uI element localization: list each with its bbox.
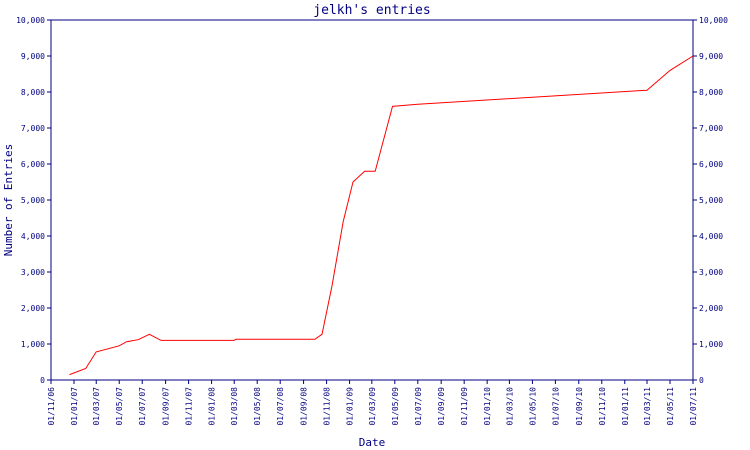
y-tick-label-right: 5,000 xyxy=(699,196,723,205)
y-axis-label: Number of Entries xyxy=(2,144,15,257)
y-tick-label-right: 3,000 xyxy=(699,268,723,277)
y-tick-label-left: 0 xyxy=(40,376,45,385)
y-axis-right: 0 1,000 2,000 3,000 4,000 5,000 6,000 7,000 8,00… xyxy=(693,16,728,385)
x-tick-label: 01/03/10 xyxy=(505,387,514,426)
y-tick-label-right: 0 xyxy=(699,376,704,385)
x-tick-label: 01/09/09 xyxy=(437,387,446,426)
x-tick-label: 01/07/08 xyxy=(276,387,285,426)
x-tick-label: 01/03/07 xyxy=(92,387,101,426)
x-tick-label: 01/05/07 xyxy=(115,387,124,426)
x-tick-label: 01/11/09 xyxy=(460,387,469,426)
x-tick-label: 01/03/08 xyxy=(230,387,239,426)
y-tick-label-left: 4,000 xyxy=(21,232,45,241)
y-tick-label-left: 6,000 xyxy=(21,160,45,169)
y-axis-left: 0 1,000 2,000 3,000 4,000 5,000 6,000 7,000 8,00… xyxy=(16,16,51,385)
y-tick-label-right: 4,000 xyxy=(699,232,723,241)
y-tick-label-right: 9,000 xyxy=(699,52,723,61)
y-tick-label-left: 3,000 xyxy=(21,268,45,277)
x-tick-label: 01/05/11 xyxy=(666,387,675,426)
x-tick-label: 01/11/06 xyxy=(47,387,56,426)
y-tick-label-left: 9,000 xyxy=(21,52,45,61)
x-tick-label: 01/01/11 xyxy=(621,387,630,426)
x-axis: 01/11/06 01/01/07 01/03/07 01/05/07 01/07/07… xyxy=(47,380,698,426)
x-tick-label: 01/07/09 xyxy=(414,387,423,426)
y-tick-label-left: 7,000 xyxy=(21,124,45,133)
x-tick-label: 01/11/07 xyxy=(185,387,194,426)
x-tick-label: 01/11/10 xyxy=(598,387,607,426)
x-tick-label: 01/05/10 xyxy=(528,387,537,426)
y-tick-label-right: 10,000 xyxy=(699,16,728,25)
x-tick-label: 01/03/09 xyxy=(368,387,377,426)
y-tick-label-left: 8,000 xyxy=(21,88,45,97)
y-tick-label-right: 2,000 xyxy=(699,304,723,313)
y-tick-label-left: 2,000 xyxy=(21,304,45,313)
x-tick-label: 01/11/08 xyxy=(323,387,332,426)
x-axis-label: Date xyxy=(359,436,386,449)
x-tick-label: 01/07/11 xyxy=(689,387,698,426)
x-tick-label: 01/01/09 xyxy=(346,387,355,426)
plot-area-frame xyxy=(50,19,694,381)
x-tick-label: 01/03/11 xyxy=(643,387,652,426)
series-line xyxy=(69,55,694,376)
y-tick-label-right: 1,000 xyxy=(699,340,723,349)
y-tick-label-right: 8,000 xyxy=(699,88,723,97)
y-tick-label-right: 7,000 xyxy=(699,124,723,133)
x-tick-label: 01/05/08 xyxy=(253,387,262,426)
x-tick-label: 01/01/08 xyxy=(208,387,217,426)
x-tick-label: 01/01/10 xyxy=(483,387,492,426)
x-tick-label: 01/09/10 xyxy=(575,387,584,426)
x-tick-label: 01/09/07 xyxy=(162,387,171,426)
y-tick-label-left: 5,000 xyxy=(21,196,45,205)
x-tick-label: 01/05/09 xyxy=(391,387,400,426)
x-tick-label: 01/07/10 xyxy=(551,387,560,426)
chart-title: jelkh's entries xyxy=(313,3,430,18)
y-tick-label-left: 1,000 xyxy=(21,340,45,349)
x-tick-label: 01/09/08 xyxy=(300,387,309,426)
y-tick-label-left: 10,000 xyxy=(16,16,45,25)
y-tick-label-right: 6,000 xyxy=(699,160,723,169)
x-tick-label: 01/07/07 xyxy=(138,387,147,426)
x-tick-label: 01/01/07 xyxy=(70,387,79,426)
